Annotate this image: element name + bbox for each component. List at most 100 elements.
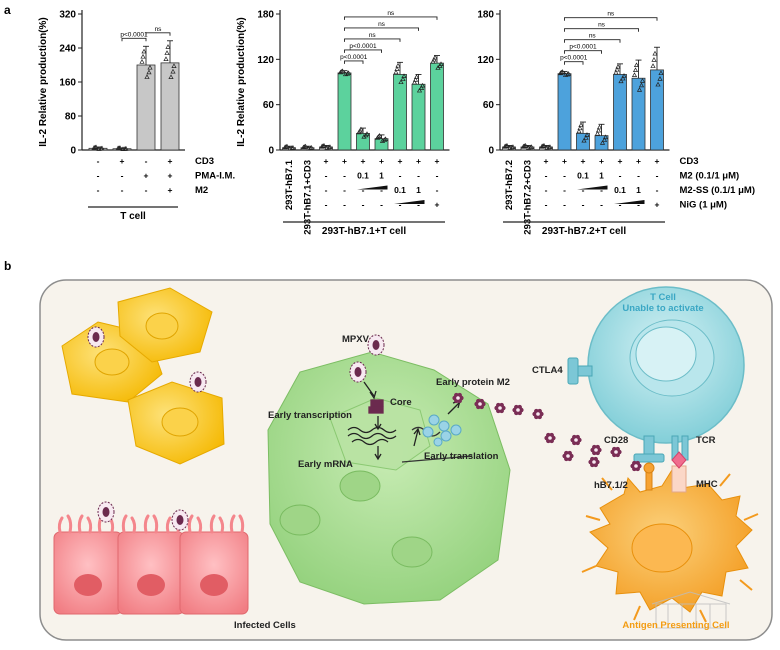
significance-label: ns <box>369 32 377 39</box>
rotated-category-label: 293T-hB7.2+CD3 <box>523 160 534 235</box>
condition-value: - <box>145 156 148 166</box>
virus-icon <box>171 509 189 531</box>
data-point <box>140 53 146 59</box>
significance-label: ns <box>378 21 386 28</box>
data-point <box>540 143 546 149</box>
y-tick-label: 180 <box>257 10 274 21</box>
significance-label: ns <box>598 22 606 29</box>
condition-value: + <box>618 156 623 166</box>
m2-petal <box>519 407 524 413</box>
t-cell <box>567 286 745 463</box>
label-hb7: hB7.1/2 <box>594 480 628 491</box>
data-point <box>99 145 105 151</box>
y-tick-label: 0 <box>70 146 76 157</box>
virus-icon <box>87 326 105 348</box>
condition-value: + <box>544 156 549 166</box>
bar <box>160 62 180 151</box>
condition-value: + <box>636 156 641 166</box>
data-point <box>541 142 547 148</box>
m2-protein-icon <box>562 450 574 462</box>
m2-protein-icon <box>630 460 642 472</box>
data-point <box>657 76 663 81</box>
condition-value: - <box>343 171 346 181</box>
label-infected-cells: Infected Cells <box>234 620 296 631</box>
m2-petal <box>517 404 522 410</box>
mhc-molecule <box>671 451 687 493</box>
data-point <box>562 72 569 77</box>
m2-petal <box>572 434 577 440</box>
data-point <box>418 85 425 90</box>
condition-value: + <box>168 171 173 181</box>
label-early-translation: Early translation <box>424 451 499 462</box>
m2-petal <box>572 440 577 446</box>
data-point <box>305 145 312 151</box>
m2-petal <box>512 407 517 413</box>
data-point <box>393 69 399 75</box>
condition-value: - <box>637 171 640 181</box>
chart-hb71: 0 60 120 180 IL-2 Relative production(%) p<0.… <box>236 10 450 237</box>
m2-petal <box>479 404 484 410</box>
m2-center <box>614 450 618 454</box>
data-point <box>401 73 407 79</box>
condition-value: - <box>97 185 100 195</box>
label-cd28: CD28 <box>604 435 628 446</box>
m2-center <box>548 436 552 440</box>
m2-petal <box>612 446 617 452</box>
building-watermark <box>651 591 731 629</box>
condition-value: - <box>145 185 148 195</box>
data-point <box>283 144 289 149</box>
data-point <box>400 76 406 82</box>
data-point <box>324 145 330 150</box>
m2-petal <box>617 449 622 455</box>
data-point <box>319 143 325 149</box>
significance-label: ns <box>155 26 163 33</box>
virus-icon <box>367 334 385 356</box>
data-point <box>507 145 513 150</box>
data-point <box>364 131 370 136</box>
m2-petal <box>517 410 522 416</box>
m2-petal <box>546 438 551 444</box>
data-point <box>411 79 418 85</box>
label-mhc: MHC <box>696 479 718 490</box>
m2-petal <box>496 408 501 414</box>
y-tick-label: 120 <box>257 55 274 66</box>
data-point <box>544 145 550 150</box>
label-tcell-title: T Cell <box>650 292 676 303</box>
m2-petal <box>476 398 481 404</box>
condition-value: - <box>325 171 328 181</box>
m2-petal <box>610 449 615 455</box>
significance-bracket <box>564 50 602 54</box>
condition-value: - <box>97 156 100 166</box>
data-point <box>522 142 529 148</box>
m2-petal <box>575 440 580 446</box>
condition-value: - <box>563 171 566 181</box>
condition-value: - <box>545 171 548 181</box>
data-point <box>576 128 582 134</box>
data-point <box>308 145 315 150</box>
y-tick-label: 80 <box>65 112 77 123</box>
data-point <box>376 133 383 138</box>
data-point <box>284 143 290 149</box>
chart-t-cell: 0 80 160 240 320 IL-2 Relative production(%) p… <box>38 10 235 223</box>
data-point <box>655 81 661 87</box>
bar <box>136 64 156 151</box>
data-point <box>321 142 327 148</box>
data-point <box>633 62 640 68</box>
data-point <box>300 144 307 150</box>
y-tick-label: 180 <box>477 10 494 21</box>
condition-value: 1 <box>416 185 421 195</box>
data-point <box>139 58 145 64</box>
data-point <box>375 134 382 139</box>
data-point <box>345 70 352 76</box>
data-point <box>528 144 535 149</box>
data-point <box>583 134 589 140</box>
data-point <box>652 50 658 56</box>
condition-value: - <box>121 171 124 181</box>
condition-value: - <box>380 200 383 210</box>
m2-center <box>592 460 596 464</box>
bar <box>557 73 572 151</box>
data-point <box>395 62 401 68</box>
y-tick-label: 0 <box>268 146 274 157</box>
m2-petal <box>615 446 620 452</box>
